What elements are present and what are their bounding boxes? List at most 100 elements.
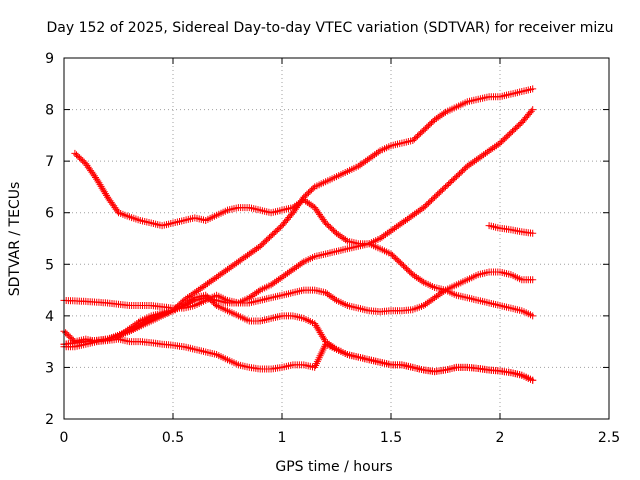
- data-point: [369, 152, 377, 160]
- data-point: [496, 139, 504, 147]
- data-point: [421, 202, 429, 210]
- data-point: [225, 264, 233, 272]
- data-point: [443, 182, 451, 189]
- data-point: [94, 177, 102, 185]
- data-point: [323, 290, 331, 298]
- data-point: [483, 148, 491, 156]
- data-point: [196, 285, 204, 293]
- data-point: [438, 111, 446, 119]
- data-point: [202, 281, 210, 289]
- data-point: [507, 129, 515, 137]
- data-point: [448, 177, 456, 185]
- data-point: [403, 215, 411, 223]
- data-point: [434, 113, 442, 121]
- data-point: [200, 282, 208, 290]
- data-point: [98, 184, 106, 192]
- data-point: [294, 262, 302, 270]
- data-point: [365, 155, 373, 163]
- data-point: [391, 224, 399, 232]
- data-point: [251, 290, 259, 298]
- data-point: [138, 320, 146, 328]
- data-point: [527, 107, 535, 115]
- data-point: [360, 158, 368, 166]
- data-point: [77, 155, 85, 163]
- data-point: [393, 256, 401, 264]
- data-point: [435, 189, 443, 197]
- data-point: [238, 255, 246, 263]
- data-point: [472, 156, 480, 164]
- data-point: [267, 281, 275, 289]
- data-point: [440, 287, 448, 295]
- data-point: [407, 213, 415, 221]
- data-point: [460, 165, 468, 173]
- data-point: [440, 109, 448, 117]
- data-point: [426, 198, 434, 206]
- data-point: [311, 320, 319, 328]
- data-point: [272, 228, 280, 235]
- data-point: [242, 253, 250, 261]
- data-point: [449, 176, 457, 184]
- data-point: [389, 226, 397, 233]
- data-point: [251, 246, 259, 254]
- series-layer: [60, 85, 537, 384]
- data-point: [396, 259, 404, 267]
- data-point: [256, 242, 264, 250]
- data-point: [424, 199, 432, 207]
- data-point: [269, 280, 277, 288]
- data-point: [62, 329, 70, 337]
- data-point: [367, 153, 375, 161]
- data-point: [529, 376, 537, 384]
- data-point: [312, 321, 320, 329]
- data-point: [432, 115, 440, 123]
- data-point: [318, 332, 326, 340]
- x-tick-label: 0.5: [162, 430, 184, 446]
- data-point: [296, 260, 304, 268]
- data-point: [387, 227, 395, 235]
- data-point: [314, 325, 322, 333]
- data-point: [308, 186, 316, 194]
- data-point: [421, 125, 429, 133]
- data-point: [325, 222, 333, 230]
- data-point: [275, 225, 283, 233]
- data-point: [329, 294, 337, 302]
- data-point: [423, 201, 431, 209]
- data-point: [513, 123, 521, 131]
- data-point: [322, 219, 330, 227]
- data-point: [432, 293, 440, 300]
- data-point: [285, 268, 293, 276]
- data-point: [305, 200, 313, 208]
- data-point: [280, 272, 288, 280]
- data-point: [417, 129, 425, 137]
- data-point: [416, 206, 424, 214]
- data-point: [414, 275, 422, 282]
- data-point: [264, 235, 272, 243]
- data-point: [428, 196, 435, 204]
- data-point: [442, 183, 449, 191]
- data-point: [451, 174, 459, 182]
- data-point: [463, 162, 471, 170]
- data-point: [424, 122, 432, 130]
- data-point: [474, 155, 482, 163]
- data-point: [432, 192, 440, 200]
- data-point: [224, 265, 231, 273]
- series-sat-6: [60, 106, 537, 348]
- series-sat-1: [71, 149, 537, 320]
- y-tick-label: 9: [45, 51, 54, 67]
- data-point: [63, 330, 71, 338]
- data-point: [376, 235, 384, 242]
- data-point: [342, 236, 350, 244]
- data-point: [334, 231, 342, 239]
- data-point: [68, 335, 76, 343]
- data-point: [99, 186, 107, 194]
- data-point: [362, 157, 370, 165]
- data-point: [234, 258, 242, 266]
- data-point: [322, 338, 330, 346]
- data-point: [245, 294, 253, 302]
- data-point: [95, 179, 103, 187]
- data-point: [529, 106, 537, 114]
- data-point: [214, 272, 222, 280]
- x-tick-label: 1: [278, 430, 287, 446]
- data-point: [298, 259, 306, 267]
